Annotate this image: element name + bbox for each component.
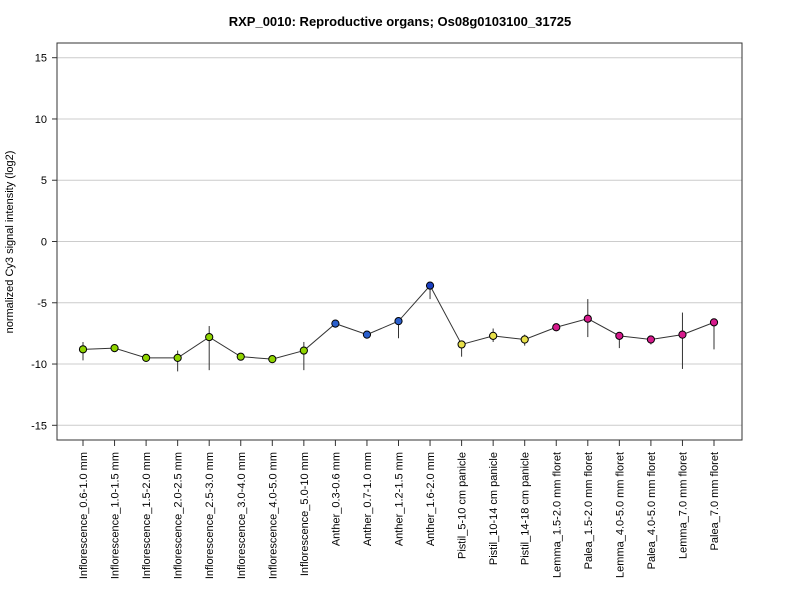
x-tick-label: Lemma_4.0-5.0 mm floret [614, 452, 626, 578]
data-point [425, 281, 435, 290]
data-point [646, 335, 656, 344]
data-point [205, 332, 214, 342]
data-point [362, 330, 372, 339]
y-tick-label: 15 [35, 53, 47, 65]
x-tick-label: Inflorescence_1.5-2.0 mm [141, 452, 153, 579]
x-tick-label: Anther_1.6-2.0 mm [425, 452, 437, 546]
data-points [78, 281, 719, 364]
x-tick-label: Palea_1.5-2.0 mm floret [583, 452, 595, 569]
data-point [394, 317, 403, 326]
y-tick-label: 5 [41, 175, 47, 187]
x-tick-label: Inflorescence_5.0-10 mm [299, 452, 311, 576]
x-tick-label: Anther_0.7-1.0 mm [362, 452, 374, 546]
data-point [552, 323, 561, 332]
x-tick-label: Inflorescence_2.0-2.5 mm [173, 452, 185, 579]
data-point [299, 346, 308, 355]
y-axis: -15 -10 -5 0 5 10 15 [31, 53, 57, 432]
x-tick-label: Palea_7.0 mm floret [709, 452, 721, 550]
x-tick-label: Pistil_14-18 cm panicle [520, 452, 532, 565]
x-tick-label: Lemma_1.5-2.0 mm floret [551, 452, 563, 578]
x-tick-label: Pistil_10-14 cm panicle [488, 452, 500, 565]
x-tick-label: Inflorescence_4.0-5.0 mm [267, 452, 279, 579]
x-tick-label: Palea_4.0-5.0 mm floret [646, 452, 658, 569]
data-point [678, 330, 687, 339]
x-tick-label: Inflorescence_2.5-3.0 mm [204, 452, 216, 579]
x-tick-label: Anther_1.2-1.5 mm [394, 452, 406, 546]
y-tick-label: -15 [31, 420, 47, 432]
data-point [142, 353, 151, 363]
x-tick-label: Pistil_5-10 cm panicle [457, 452, 469, 559]
data-point [173, 353, 182, 363]
data-point [489, 331, 498, 340]
y-tick-label: 0 [41, 237, 47, 249]
data-point [78, 345, 88, 354]
gridlines [57, 57, 742, 426]
data-point [110, 344, 119, 353]
chart-title: RXP_0010: Reproductive organs; Os08g0103… [229, 14, 572, 29]
data-point [615, 331, 624, 340]
y-axis-label: normalized Cy3 signal intensity (log2) [4, 151, 16, 334]
data-point [457, 340, 466, 349]
data-point [520, 335, 529, 344]
data-point [709, 318, 719, 327]
y-tick-label: 10 [35, 114, 47, 126]
data-point [268, 355, 277, 364]
x-tick-label: Anther_0.3-0.6 mm [330, 452, 342, 546]
y-tick-label: -10 [31, 359, 47, 371]
x-axis: Inflorescence_0.6-1.0 mm Inflorescence_1.… [78, 440, 721, 579]
x-tick-label: Inflorescence_0.6-1.0 mm [78, 452, 90, 579]
x-tick-label: Inflorescence_1.0-1.5 mm [110, 452, 122, 579]
x-tick-label: Lemma_7.0 mm floret [677, 452, 689, 559]
data-point [236, 352, 245, 361]
x-tick-label: Inflorescence_3.0-4.0 mm [236, 452, 248, 579]
data-point [331, 319, 340, 328]
y-tick-label: -5 [37, 298, 47, 310]
data-point [583, 314, 592, 323]
